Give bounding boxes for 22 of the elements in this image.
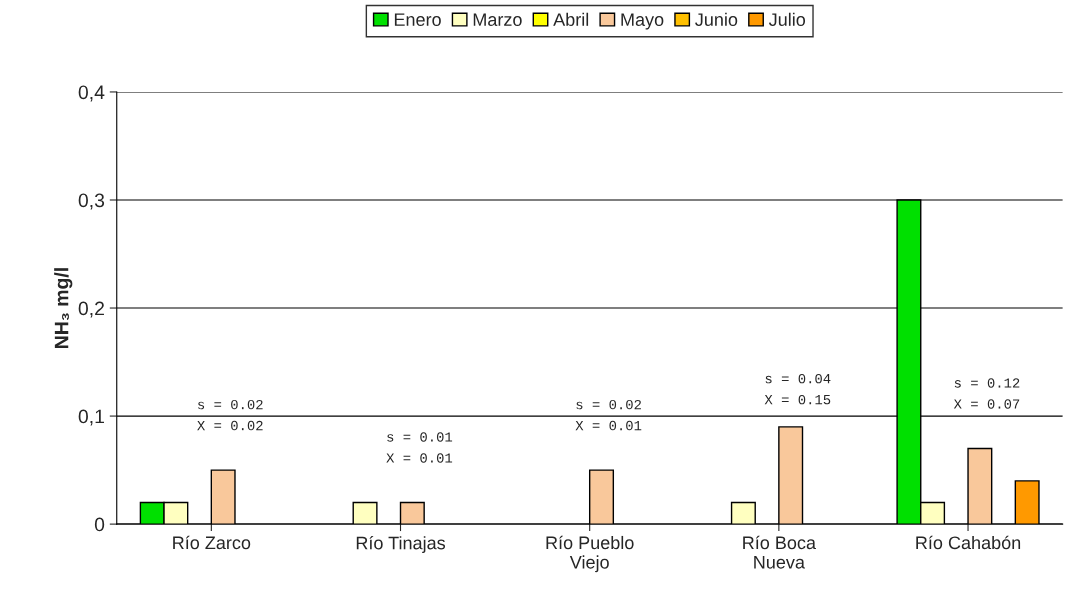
y-tick-label: 0 (94, 517, 105, 532)
annotation: s = 0.02 X = 0.01 (575, 399, 642, 431)
x-tick-label: Río Zarco (173, 535, 251, 550)
x-tick-label: Río Tinajas (356, 535, 446, 553)
annotation: s = 0.02 X = 0.02 (197, 399, 263, 431)
legend-label: Enero (394, 13, 441, 26)
legend-label: Julio (768, 12, 806, 26)
legend-label: Abril (553, 12, 589, 26)
x-tick-label: Río Cahabón (916, 535, 1021, 550)
legend-label: Mayo (621, 13, 664, 30)
annotation: s = 0.01 X = 0.01 (386, 432, 453, 463)
x-tick-label: Río Pueblo Viejo (546, 535, 634, 573)
x-tick-label: Río Boca Nueva (743, 535, 816, 569)
y-tick-label: 0,1 (78, 409, 104, 426)
annotation: s = 0.12 X = 0.07 (953, 378, 1020, 409)
y-axis-title: NH₃ mg/l (54, 268, 73, 348)
y-tick-label: 0,2 (78, 301, 104, 318)
legend-label: Marzo (473, 13, 522, 26)
y-tick-label: 0,4 (78, 85, 105, 102)
annotation: s = 0.04 X = 0.15 (764, 373, 831, 405)
y-tick-label: 0,3 (78, 193, 105, 210)
legend-label: Junio (695, 12, 738, 26)
